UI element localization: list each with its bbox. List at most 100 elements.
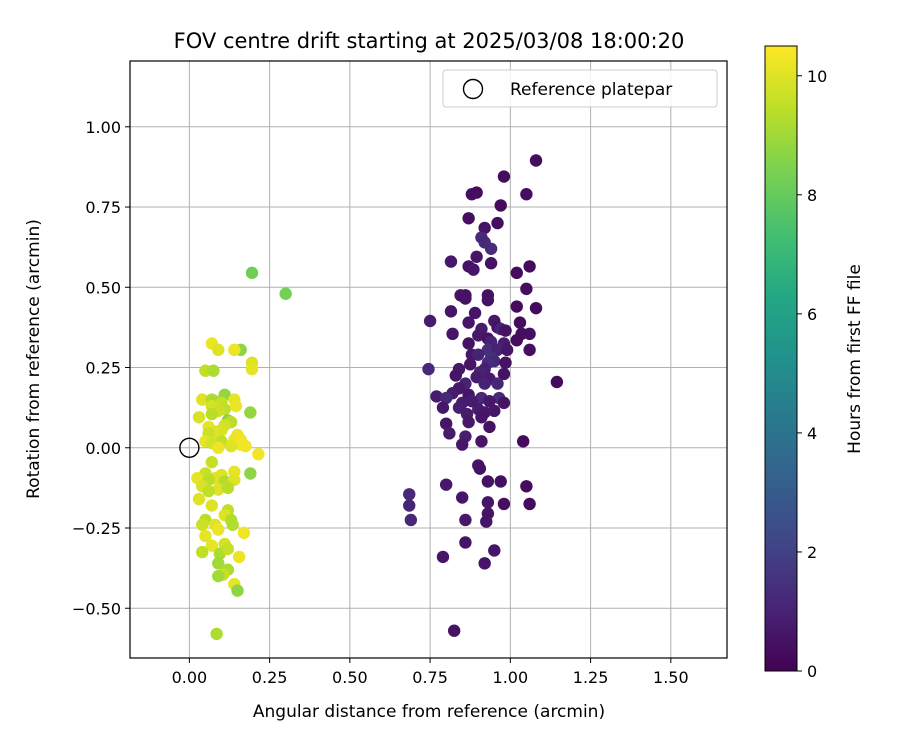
data-point: [459, 292, 472, 305]
data-point: [245, 266, 259, 280]
data-point: [523, 497, 536, 511]
data-point: [483, 395, 496, 408]
data-point: [252, 447, 265, 461]
x-tick-label: 0.25: [252, 668, 288, 687]
data-point: [499, 356, 512, 369]
data-point: [497, 396, 511, 410]
data-point: [470, 250, 483, 263]
data-point: [244, 467, 257, 480]
reference-marker: [179, 437, 200, 458]
data-point: [403, 499, 416, 512]
data-point: [439, 478, 453, 491]
data-point: [468, 306, 482, 320]
data-point: [446, 327, 459, 341]
data-point: [472, 329, 485, 342]
data-point: [510, 300, 523, 313]
data-point: [462, 415, 475, 429]
data-point: [422, 362, 435, 376]
data-point: [212, 523, 225, 536]
y-tick-label: 0.25: [85, 359, 121, 378]
legend[interactable]: Reference platepar: [442, 69, 718, 108]
data-point: [475, 411, 488, 424]
data-point: [497, 170, 511, 183]
data-point: [447, 624, 461, 637]
data-point: [523, 260, 536, 273]
data-point: [439, 391, 453, 405]
data-point: [529, 154, 543, 167]
x-tick-label: 1.00: [493, 668, 529, 687]
data-point: [199, 529, 212, 543]
data-point: [497, 497, 511, 511]
data-point: [488, 544, 501, 557]
data-point: [205, 456, 219, 469]
data-point: [494, 199, 507, 212]
data-point: [443, 427, 456, 440]
colorbar-tick-label: 10: [807, 67, 827, 86]
data-point: [404, 513, 418, 527]
data-point: [459, 513, 472, 527]
x-tick-label: 1.25: [573, 668, 609, 687]
data-point: [497, 367, 511, 381]
legend-marker-reference: [462, 78, 484, 100]
data-point: [221, 481, 235, 495]
data-point: [192, 492, 206, 506]
data-point: [449, 369, 462, 382]
data-point: [403, 488, 416, 501]
data-point: [192, 411, 206, 424]
x-tick-label: 1.50: [653, 668, 689, 687]
data-point: [478, 557, 491, 570]
x-tick-label: 0.75: [412, 668, 448, 687]
x-axis: 0.00 0.25 0.50 0.75 1.00 1.25 1.50: [172, 658, 689, 687]
data-point: [510, 334, 523, 347]
data-point: [520, 282, 533, 296]
colorbar-label: Hours from first FF file: [845, 264, 865, 454]
data-point: [481, 293, 495, 307]
data-point: [459, 536, 472, 549]
data-point: [464, 358, 477, 371]
data-point: [475, 435, 488, 448]
data-point: [520, 480, 533, 493]
data-point: [436, 401, 450, 414]
data-point: [483, 420, 496, 434]
data-point: [444, 305, 458, 318]
colorbar-tick-label: 8: [807, 186, 817, 205]
plot-frame: [129, 60, 728, 659]
data-point: [462, 316, 475, 329]
data-point: [196, 518, 209, 531]
data-point: [462, 212, 475, 225]
data-point: [456, 438, 469, 451]
data-point: [212, 343, 225, 357]
data-point: [237, 526, 251, 540]
data-point: [244, 406, 257, 419]
data-point: [462, 337, 475, 350]
y-tick-label: 0.75: [85, 198, 121, 217]
data-point: [226, 518, 239, 531]
data-point: [550, 375, 564, 389]
data-point: [513, 316, 527, 329]
data-point: [473, 462, 487, 475]
data-point: [484, 257, 498, 270]
data-point: [430, 390, 443, 403]
colorbar-ticks: 0 2 4 6 8 10: [797, 67, 827, 681]
colorbar-tick-label: 0: [807, 662, 817, 681]
data-point: [478, 377, 491, 390]
data-point: [231, 584, 244, 597]
data-point: [221, 542, 235, 556]
data-point: [239, 439, 252, 453]
colorbar: 0 2 4 6 8 10 Hours from first FF file: [764, 45, 865, 681]
y-tick-label: 1.00: [85, 118, 121, 137]
data-point: [228, 343, 241, 357]
data-point: [520, 188, 533, 201]
data-point: [481, 475, 495, 488]
legend-box: [442, 69, 718, 108]
data-point: [212, 441, 225, 454]
data-point: [207, 364, 220, 377]
x-tick-label: 0.00: [172, 668, 208, 687]
data-point: [523, 327, 536, 341]
data-point: [491, 377, 504, 390]
data-point: [423, 314, 437, 328]
colorbar-tick-label: 4: [807, 424, 817, 443]
data-point: [516, 435, 530, 448]
data-point: [202, 484, 215, 498]
